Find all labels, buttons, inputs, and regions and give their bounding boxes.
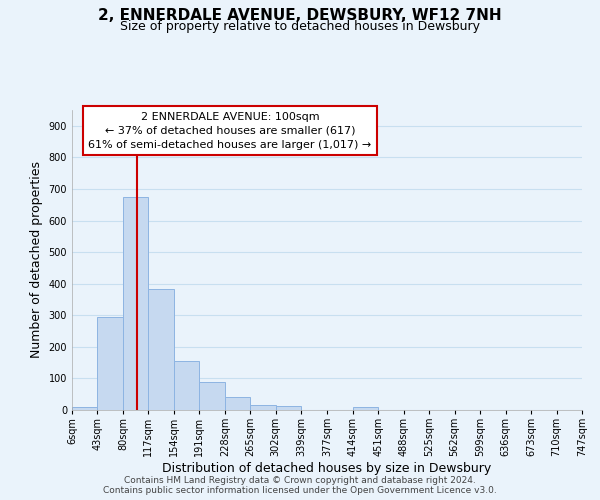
X-axis label: Distribution of detached houses by size in Dewsbury: Distribution of detached houses by size … [163, 462, 491, 475]
Text: 2, ENNERDALE AVENUE, DEWSBURY, WF12 7NH: 2, ENNERDALE AVENUE, DEWSBURY, WF12 7NH [98, 8, 502, 22]
Text: Contains HM Land Registry data © Crown copyright and database right 2024.: Contains HM Land Registry data © Crown c… [124, 476, 476, 485]
Bar [353, 407, 378, 410]
Bar [225, 398, 250, 410]
Bar [276, 406, 301, 410]
Bar [148, 289, 174, 410]
Text: Contains public sector information licensed under the Open Government Licence v3: Contains public sector information licen… [103, 486, 497, 495]
Bar [123, 197, 148, 410]
Bar [72, 408, 97, 410]
Text: Size of property relative to detached houses in Dewsbury: Size of property relative to detached ho… [120, 20, 480, 33]
Y-axis label: Number of detached properties: Number of detached properties [30, 162, 43, 358]
Text: 2 ENNERDALE AVENUE: 100sqm
← 37% of detached houses are smaller (617)
61% of sem: 2 ENNERDALE AVENUE: 100sqm ← 37% of deta… [88, 112, 372, 150]
Bar [174, 361, 199, 410]
Bar [97, 317, 123, 410]
Bar [250, 406, 276, 410]
Bar [199, 382, 225, 410]
